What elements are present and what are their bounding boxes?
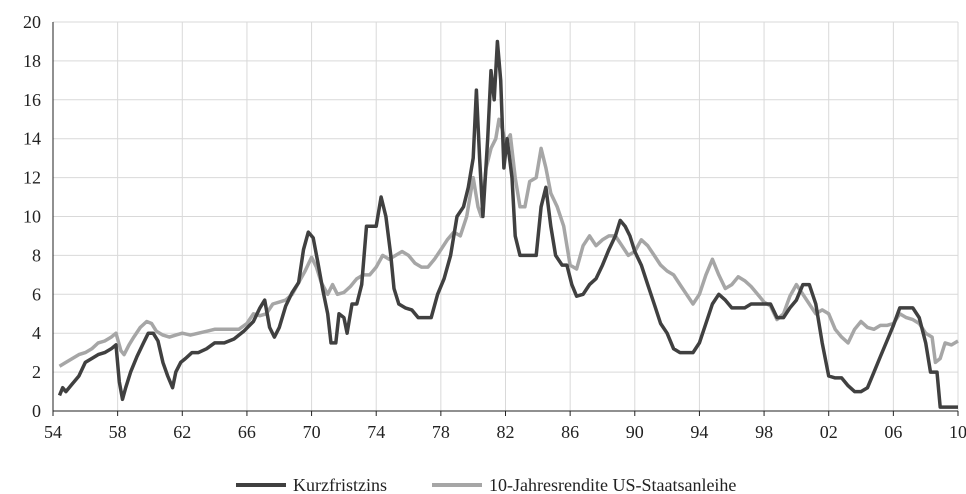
- x-tick-label: 70: [303, 422, 321, 442]
- y-tick-label: 0: [32, 401, 41, 421]
- x-tick-label: 94: [690, 422, 708, 442]
- y-tick-label: 8: [32, 245, 41, 265]
- y-tick-label: 10: [23, 207, 41, 227]
- x-tick-label: 98: [755, 422, 773, 442]
- legend-item-kurzfristzins: Kurzfristzins: [236, 475, 387, 494]
- y-tick-label: 20: [23, 12, 41, 32]
- chart-series: [57, 39, 959, 409]
- legend-label-kurzfristzins: Kurzfristzins: [293, 475, 387, 494]
- x-tick-label: 86: [561, 422, 579, 442]
- y-tick-label: 18: [23, 51, 41, 71]
- legend-label-10-jahresrendite: 10-Jahresrendite US-Staatsanleihe: [489, 475, 736, 494]
- x-tick-label: 90: [626, 422, 644, 442]
- chart-legend: Kurzfristzins 10-Jahresrendite US-Staats…: [236, 475, 736, 494]
- x-tick-label: 06: [884, 422, 902, 442]
- y-tick-label: 16: [23, 90, 41, 110]
- x-tick-label: 10: [949, 422, 966, 442]
- x-tick-label: 58: [109, 422, 127, 442]
- series-line-kurzfristzins: [57, 39, 958, 409]
- chart-gridlines: [53, 21, 959, 411]
- y-tick-label: 12: [23, 168, 41, 188]
- y-tick-label: 2: [32, 362, 41, 382]
- x-tick-label: 54: [44, 422, 62, 442]
- x-tick-label: 82: [497, 422, 515, 442]
- legend-item-10-jahresrendite: 10-Jahresrendite US-Staatsanleihe: [432, 475, 736, 494]
- y-tick-label: 4: [32, 323, 41, 343]
- chart-axes: [52, 22, 959, 416]
- x-tick-label: 78: [432, 422, 450, 442]
- y-tick-label: 6: [32, 284, 41, 304]
- x-tick-label: 66: [238, 422, 256, 442]
- x-tick-label: 02: [820, 422, 838, 442]
- y-tick-label: 14: [23, 129, 41, 149]
- x-tick-label: 74: [367, 422, 385, 442]
- x-tick-label: 62: [173, 422, 191, 442]
